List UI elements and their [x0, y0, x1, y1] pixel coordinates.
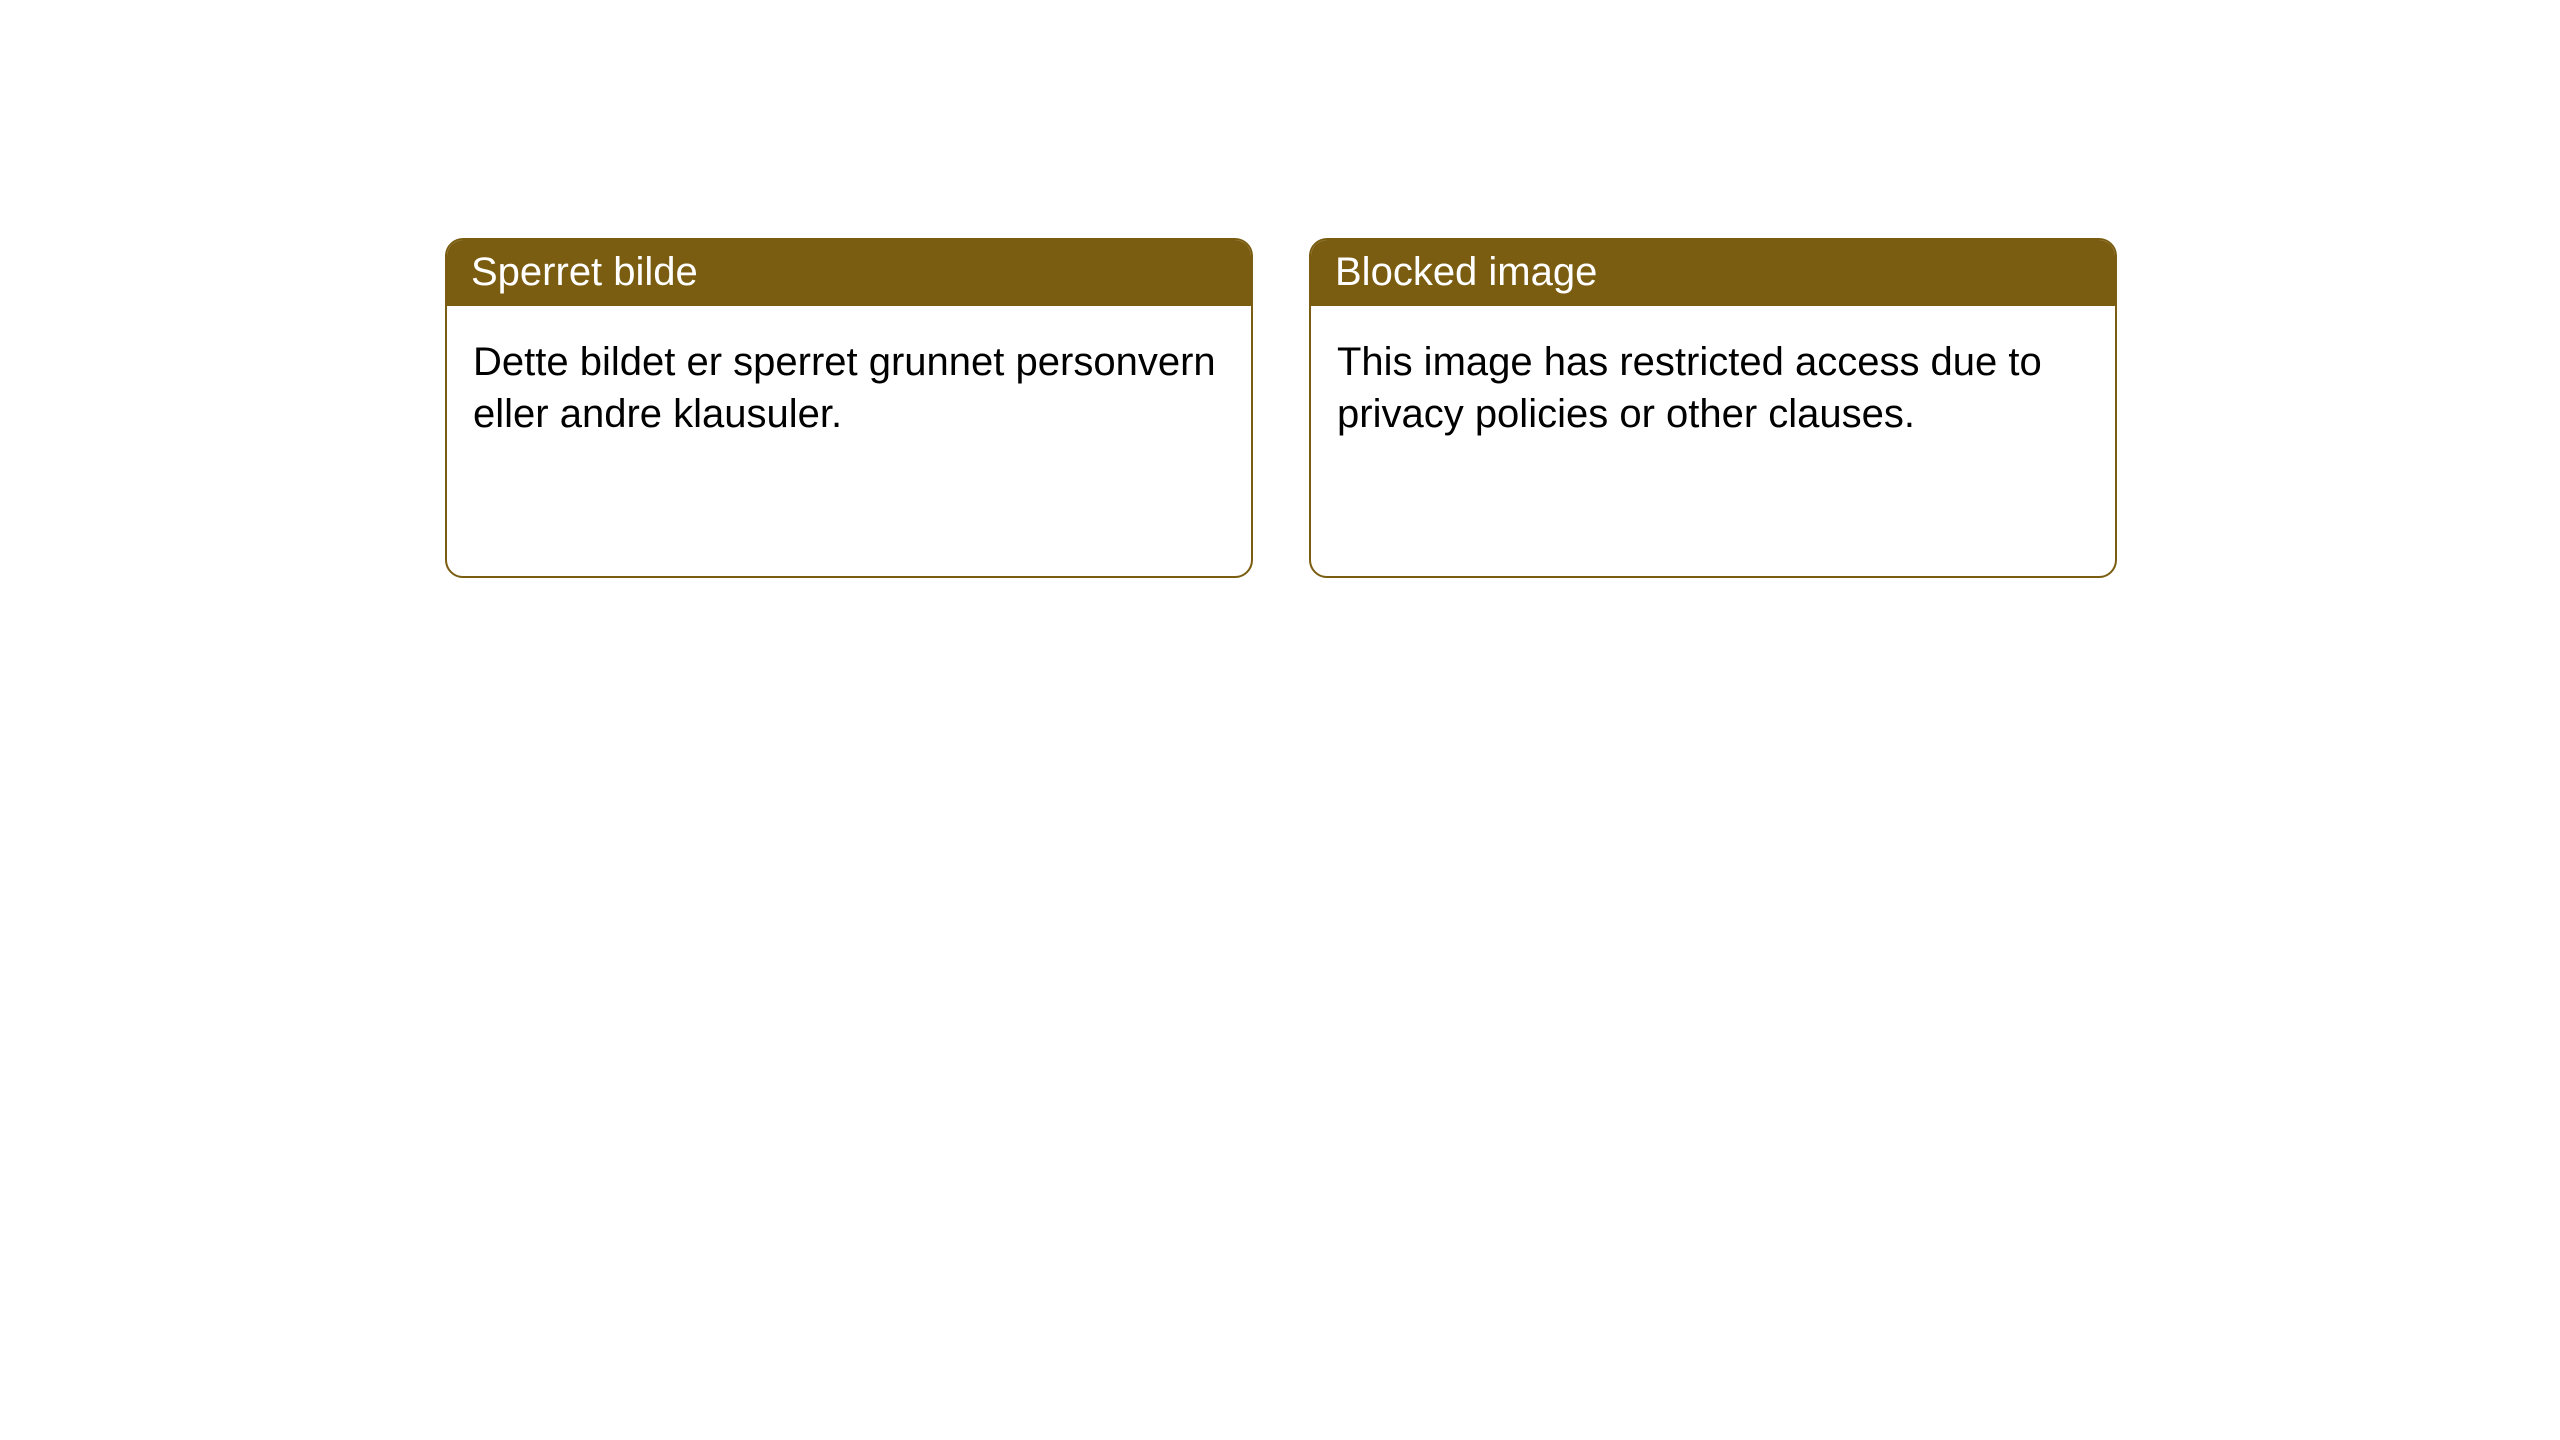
- card-body-no: Dette bildet er sperret grunnet personve…: [447, 306, 1251, 470]
- card-container: Sperret bilde Dette bildet er sperret gr…: [0, 0, 2560, 578]
- card-body-en: This image has restricted access due to …: [1311, 306, 2115, 470]
- blocked-image-card-en: Blocked image This image has restricted …: [1309, 238, 2117, 578]
- card-title-en: Blocked image: [1311, 240, 2115, 306]
- blocked-image-card-no: Sperret bilde Dette bildet er sperret gr…: [445, 238, 1253, 578]
- card-title-no: Sperret bilde: [447, 240, 1251, 306]
